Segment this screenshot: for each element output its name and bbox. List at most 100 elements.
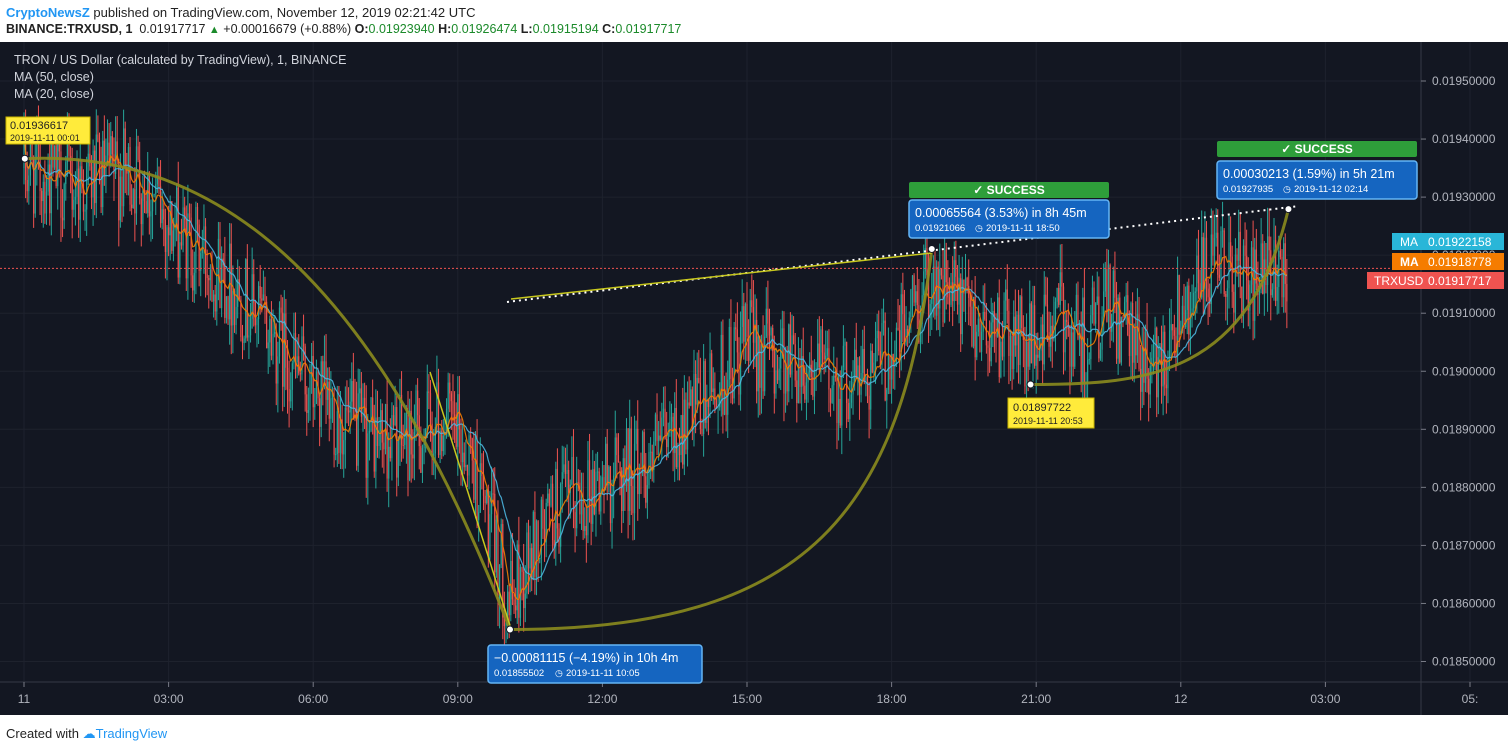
candle-body [413,432,416,459]
candle-body [1062,286,1065,353]
candle-body [1111,313,1113,332]
candle-body [299,373,301,375]
candle-body [1112,270,1114,314]
candle-body [1090,315,1092,360]
candle-body [1082,297,1084,385]
candle-body [535,521,538,577]
candle-body [572,457,575,513]
candle-body [1180,331,1182,335]
candle-body [1096,296,1098,304]
candle-body [1070,332,1073,367]
candle-body [600,493,602,512]
candle-body [648,451,650,486]
candle-body [1135,328,1137,356]
candle-body [542,499,544,529]
low-badge-price: 0.01897722 [1013,402,1071,414]
candle-body [184,207,186,220]
candle-body [926,248,928,276]
candle-body [286,367,289,390]
candle-body [659,435,661,440]
candle-body [346,407,348,411]
candle-body [404,437,406,446]
candle-body [193,272,195,291]
candle-body [1249,284,1251,311]
candle-body [135,146,138,214]
candle-body [314,403,316,408]
candle-body [219,238,221,309]
candle-body [1077,294,1079,339]
candle-body [1043,294,1045,365]
publisher-link[interactable]: CryptoNewsZ [6,5,90,20]
candle-body [632,486,634,514]
candle-body [688,402,690,406]
candle-body [307,410,309,413]
ma20-tag [1392,253,1504,270]
candle-body [187,213,189,279]
candle-body [972,296,975,347]
candle-body [614,437,616,476]
candle-body [601,477,603,494]
candle-body [498,564,501,602]
candle-body [1252,247,1254,321]
candle-body [735,327,737,330]
symbol-tag-value: 0.01917717 [1428,274,1492,288]
candle-body [1024,340,1026,387]
candle-body [1281,256,1283,298]
candle-body [658,435,660,441]
x-tick-label: 09:00 [443,692,473,706]
x-tick-label: 15:00 [732,692,762,706]
drop-badge-box [487,644,703,684]
candle-body [969,297,971,307]
price-chart[interactable]: 0.019500000.019400000.019300000.01920000… [0,42,1508,715]
candle-body [49,164,51,214]
candle-body [259,286,261,299]
candle-body [1238,231,1240,261]
candle-body [306,394,308,413]
candle-body [79,166,81,220]
candle-body [513,599,515,606]
ma20-line [23,126,1288,600]
candle-body [596,471,599,473]
candle-body [1106,269,1108,322]
candle-body [285,313,287,368]
candle-body [641,432,644,474]
tradingview-link[interactable]: TradingView [95,726,168,741]
candle-body [907,329,909,336]
candle-body [151,194,154,212]
candle-body [900,294,902,352]
price-axis[interactable]: 0.019500000.019400000.019300000.01920000… [1421,74,1496,669]
candle-body [256,319,258,326]
drop-main-text: −0.00081115 (−4.19%) in 10h 4m [494,651,678,665]
candle-body [1213,238,1216,256]
candle-body [781,328,783,348]
chart-area[interactable]: 0.019500000.019400000.019300000.01920000… [0,42,1508,715]
candle-body [1185,310,1187,328]
candle-body [1199,283,1201,298]
candle-body [1170,324,1172,331]
candle-body [932,266,934,299]
candle-body [1123,302,1126,318]
candle-body [1130,303,1132,357]
candle-body [495,519,497,573]
candle-body [339,419,342,453]
time-axis[interactable]: 11 03:00 06:00 09:00 12:00 15:00 18:00 21:00 12 0… [18,682,1479,706]
candle-body [1091,287,1094,316]
candle-body [147,172,149,213]
candle-body [272,333,274,356]
candle-body [765,308,767,337]
candle-body [842,345,844,368]
candle-body [997,297,999,337]
candle-body [486,489,488,504]
candle-body [630,428,632,487]
candle-body [825,355,827,360]
candle-body [1125,295,1127,303]
candle-body [818,343,820,368]
candle-body [282,312,284,387]
candle-body [564,464,567,474]
candle-body [431,423,433,457]
candle-body [394,407,396,426]
candle-body [484,495,486,504]
candle-body [701,429,703,434]
trend-drawings[interactable] [20,154,1299,634]
candle-body [948,297,951,305]
